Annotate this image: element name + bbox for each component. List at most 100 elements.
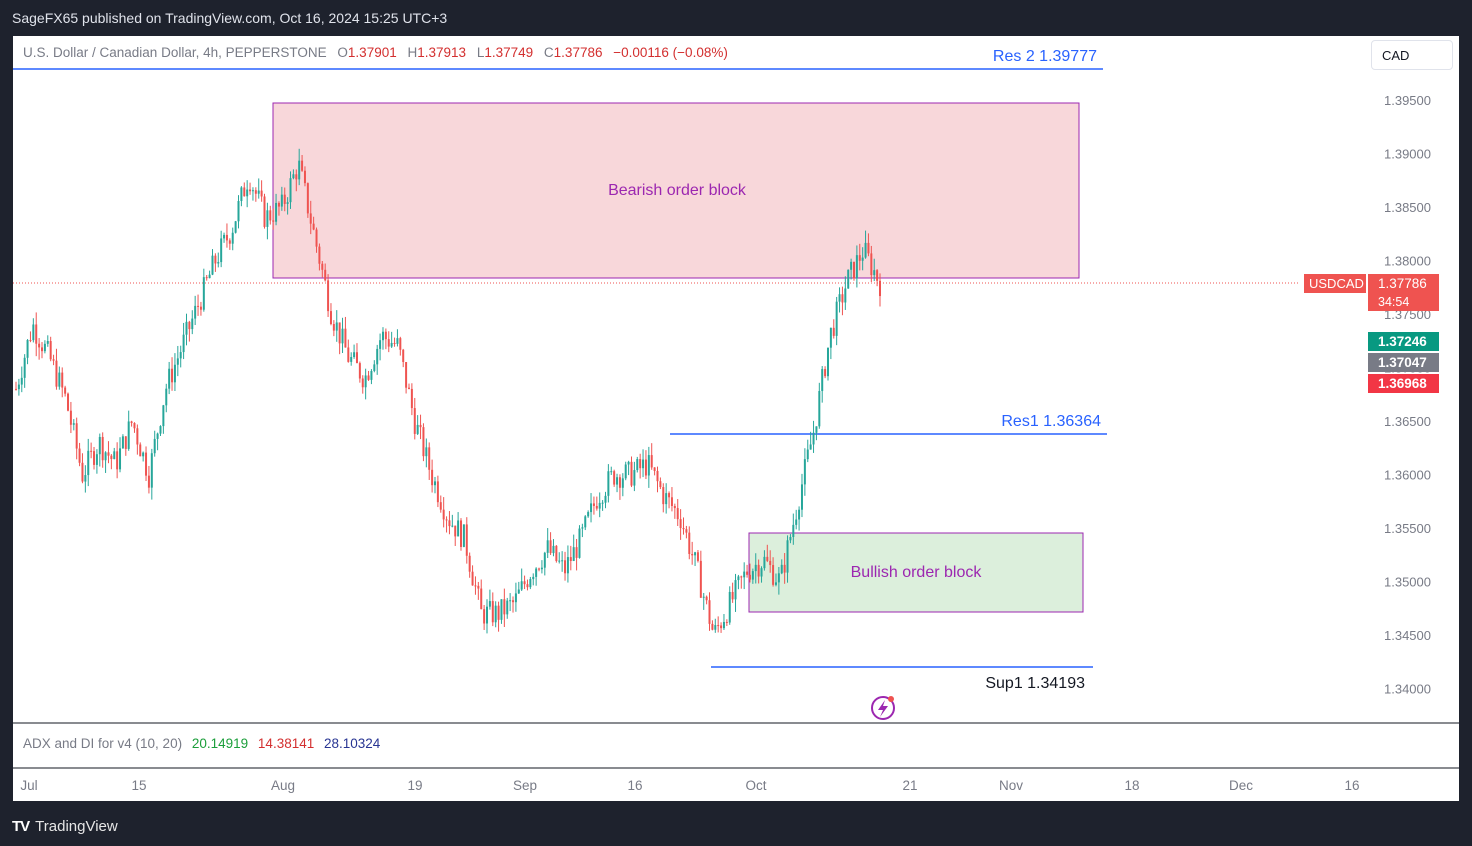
candle-body xyxy=(159,426,162,434)
lightning-event-icon[interactable] xyxy=(871,696,895,720)
candle-body xyxy=(474,585,477,587)
candle-body xyxy=(84,475,87,482)
adx-value-3: 28.10324 xyxy=(324,736,381,751)
candle-body xyxy=(832,327,835,336)
candle-body xyxy=(78,448,81,463)
candle-body xyxy=(81,462,84,482)
candle-body xyxy=(173,364,176,383)
candle-body xyxy=(199,306,202,310)
candle-body xyxy=(381,331,384,341)
candle-body xyxy=(20,377,23,385)
candle-body xyxy=(364,375,367,388)
candle-body xyxy=(644,459,647,476)
candle-body xyxy=(433,481,436,486)
candle-body xyxy=(670,497,673,506)
candle-body xyxy=(798,509,801,520)
time-tick-label: Oct xyxy=(745,778,766,793)
bullish-order-block-label: Bullish order block xyxy=(851,564,983,581)
candle-body xyxy=(237,201,240,222)
candle-body xyxy=(659,481,662,488)
candle-body xyxy=(806,449,809,460)
candle-body xyxy=(422,427,425,457)
candle-body xyxy=(431,469,434,486)
candle-body xyxy=(355,352,358,364)
close-label: C xyxy=(543,45,554,60)
adx-value-2: 14.38141 xyxy=(257,736,315,751)
candle-body xyxy=(847,269,850,289)
candle-body xyxy=(413,408,416,434)
candle-body xyxy=(448,520,451,527)
candle-body xyxy=(119,448,122,470)
open-label: O xyxy=(337,45,348,60)
candle-body xyxy=(52,359,55,361)
symbol-legend: U.S. Dollar / Canadian Dollar, 4h, PEPPE… xyxy=(23,45,728,60)
candle-body xyxy=(766,556,769,561)
candle-body xyxy=(803,459,806,485)
candle-body xyxy=(104,452,107,461)
footer-brand[interactable]: TV TradingView xyxy=(12,815,118,837)
candle-body xyxy=(873,270,876,276)
low-value: 1.37749 xyxy=(484,45,534,60)
candle-body xyxy=(815,426,818,433)
candle-body xyxy=(289,178,292,203)
candle-body xyxy=(373,364,376,371)
time-tick-label: Dec xyxy=(1229,778,1253,793)
candle-body xyxy=(182,334,185,353)
candle-body xyxy=(517,589,520,594)
candle-body xyxy=(249,189,252,192)
candle-body xyxy=(587,512,590,517)
candle-body xyxy=(254,190,257,194)
candle-body xyxy=(286,202,289,204)
currency-button[interactable]: CAD xyxy=(1371,40,1453,70)
candle-body xyxy=(711,623,714,630)
candle-body xyxy=(786,540,789,573)
candle-body xyxy=(93,451,96,465)
price-tick-label: 1.38000 xyxy=(1384,254,1431,269)
candle-body xyxy=(740,576,743,578)
candle-body xyxy=(529,579,532,588)
candle-body xyxy=(639,459,642,469)
candle-body xyxy=(15,388,17,390)
candle-body xyxy=(113,451,116,460)
candle-body xyxy=(509,600,512,602)
candle-body xyxy=(483,609,486,624)
time-tick-label: 15 xyxy=(131,778,146,793)
candle-body xyxy=(61,372,64,388)
candle-body xyxy=(734,580,737,600)
candle-body xyxy=(789,537,792,541)
candle-body xyxy=(743,571,746,578)
adx-value-1: 20.14919 xyxy=(191,736,249,751)
candle-body xyxy=(301,160,304,171)
candle-body xyxy=(223,234,226,239)
candle-body xyxy=(419,424,422,428)
candle-body xyxy=(754,564,757,572)
candle-body xyxy=(621,478,624,488)
price-tick-label: 1.35500 xyxy=(1384,521,1431,536)
candle-body xyxy=(876,270,879,281)
candle-body xyxy=(564,560,567,574)
candle-body xyxy=(685,529,688,533)
candle-body xyxy=(257,190,260,194)
candle-body xyxy=(396,338,399,344)
candle-body xyxy=(795,519,798,525)
candle-body xyxy=(379,340,382,349)
candle-body xyxy=(763,556,766,569)
time-tick-label: 16 xyxy=(1344,778,1359,793)
candle-body xyxy=(590,503,593,513)
candle-body xyxy=(387,339,390,347)
candle-body xyxy=(829,327,832,348)
top-bar: SageFX65 published on TradingView.com, O… xyxy=(0,0,1472,36)
candle-body xyxy=(774,582,777,585)
candle-body xyxy=(821,369,824,391)
candle-body xyxy=(555,545,558,562)
candle-body xyxy=(367,375,370,380)
candle-body xyxy=(676,508,679,520)
price-tick-label: 1.36000 xyxy=(1384,468,1431,483)
price-tick-label: 1.39000 xyxy=(1384,147,1431,162)
candle-body xyxy=(69,410,72,425)
candle-body xyxy=(266,210,269,227)
candle-body xyxy=(260,190,263,197)
candle-body xyxy=(861,257,864,261)
candle-body xyxy=(202,277,205,310)
